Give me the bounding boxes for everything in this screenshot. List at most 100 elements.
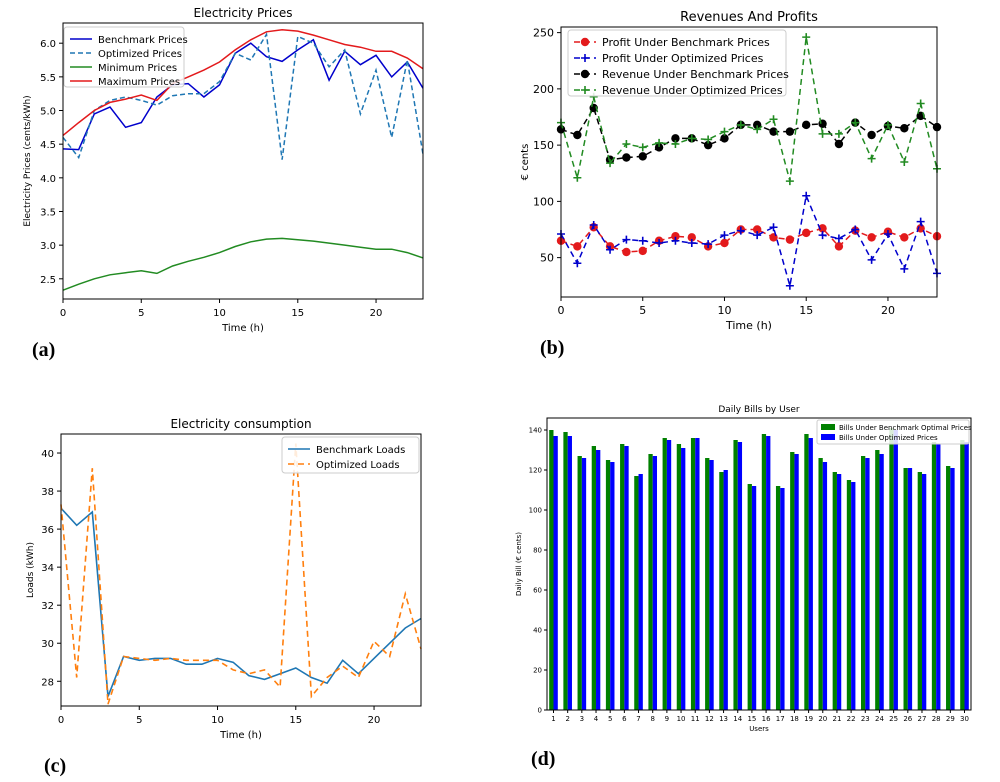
data-point — [834, 129, 843, 138]
data-point — [769, 115, 778, 124]
y-axis-label: Electricity Prices (cents/kWh) — [23, 95, 33, 226]
bar-optimized — [836, 474, 842, 710]
data-point — [916, 217, 925, 226]
data-point — [867, 233, 876, 242]
x-tick-label: 4 — [594, 715, 599, 723]
y-tick-label: 38 — [41, 487, 54, 498]
bar-optimized — [695, 438, 700, 710]
data-point — [606, 245, 615, 254]
x-tick-label: 7 — [636, 715, 640, 723]
data-point — [687, 239, 696, 247]
data-point — [753, 125, 762, 134]
legend-label: Benchmark Loads — [316, 445, 405, 456]
legend-marker — [581, 54, 589, 62]
bar-benchmark — [591, 446, 597, 710]
x-tick-label: 10 — [213, 308, 226, 319]
chart-title: Electricity Prices — [194, 6, 293, 20]
data-point — [883, 120, 892, 129]
legend-box — [567, 29, 787, 97]
data-point — [900, 124, 909, 133]
y-tick-label: 5.5 — [40, 73, 56, 84]
legend-label: Revenue Under Optimized Prices — [602, 84, 783, 97]
y-axis-label: Daily Bill (€ cents) — [515, 532, 523, 596]
bar-benchmark — [818, 458, 823, 710]
x-tick-label: 0 — [60, 308, 66, 319]
legend-label: Benchmark Prices — [98, 35, 188, 46]
data-point — [687, 233, 696, 242]
bar-benchmark — [676, 444, 682, 710]
data-point — [753, 231, 762, 240]
bar-optimized — [638, 474, 643, 710]
bar-optimized — [780, 488, 785, 710]
panel-a-price-chart: Electricity Prices Time (h) Electricity Pr… — [23, 6, 424, 334]
data-point — [638, 152, 647, 161]
bar-optimized — [865, 458, 870, 710]
y-axis-label: Loads (kWh) — [26, 542, 36, 598]
legend-swatch — [821, 434, 835, 440]
legend-swatch — [821, 424, 835, 430]
x-tick-label: 16 — [762, 715, 771, 723]
y-axis-label: € cents — [520, 144, 531, 181]
panel-label-b: (b) — [540, 337, 564, 359]
plot-frame — [62, 22, 424, 300]
y-tick-label: 3.0 — [40, 241, 56, 252]
x-tick-label: 5 — [136, 715, 142, 726]
x-tick-label: 11 — [691, 715, 700, 723]
bar-benchmark — [860, 456, 866, 710]
x-tick-label: 27 — [918, 715, 927, 723]
x-tick-label: 0 — [58, 715, 64, 726]
x-tick-label: 18 — [790, 715, 799, 723]
data-point — [818, 129, 827, 138]
legend-label: Optimized Prices — [98, 49, 182, 60]
y-tick-label: 0 — [538, 707, 542, 715]
panel-label-c: (c) — [44, 755, 66, 777]
panel-b-revenue-chart: Revenues And Profits Time (h) € cents 0 5 10 1… — [520, 10, 942, 332]
bar-optimized — [921, 474, 927, 710]
bar-benchmark — [648, 454, 653, 710]
x-tick-label: 21 — [832, 715, 841, 723]
x-axis-label: Users — [749, 725, 769, 733]
data-point — [654, 143, 664, 152]
data-point — [818, 231, 827, 240]
x-tick-label: 8 — [650, 715, 654, 723]
x-tick-label: 20 — [370, 308, 383, 319]
data-point — [573, 259, 582, 268]
x-tick-label: 29 — [946, 715, 955, 723]
y-tick-label: 40 — [41, 449, 54, 460]
x-tick-label: 23 — [861, 715, 870, 723]
y-tick-label: 20 — [533, 667, 542, 675]
bar-optimized — [950, 468, 955, 710]
data-point — [720, 231, 729, 240]
x-axis-label: Time (h) — [725, 319, 772, 332]
bar-benchmark — [733, 440, 738, 710]
bar-optimized — [567, 436, 572, 710]
panel-label-d: (d) — [531, 748, 555, 770]
data-point — [573, 130, 582, 140]
data-point — [916, 99, 925, 108]
legend-label: Bills Under Benchmark Optimal Prices — [839, 424, 972, 432]
x-tick-label: 2 — [565, 715, 569, 723]
panel-d-bills-chart: Daily Bills by User Users Daily Bill (€ ce… — [515, 405, 972, 733]
legend-label: Optimized Loads — [316, 460, 400, 471]
bar-benchmark — [903, 468, 908, 710]
legend-box — [816, 419, 970, 445]
data-point — [769, 223, 778, 232]
data-point — [638, 246, 647, 256]
bar-optimized — [794, 454, 799, 710]
data-point — [638, 236, 647, 245]
x-tick-label: 9 — [665, 715, 669, 723]
series-line-4 — [62, 28, 424, 136]
data-point — [802, 120, 811, 130]
legend-marker — [581, 86, 589, 94]
bar-optimized — [681, 448, 686, 710]
x-tick-label: 3 — [580, 715, 584, 723]
y-tick-label: 140 — [529, 427, 542, 435]
y-tick-label: 3.5 — [40, 207, 56, 218]
y-tick-label: 2.5 — [40, 275, 56, 286]
bar-optimized — [851, 482, 856, 710]
bar-benchmark — [946, 466, 951, 710]
bar-benchmark — [875, 450, 880, 710]
data-point — [573, 242, 582, 251]
data-point — [834, 139, 844, 149]
series-line-2 — [560, 193, 938, 287]
